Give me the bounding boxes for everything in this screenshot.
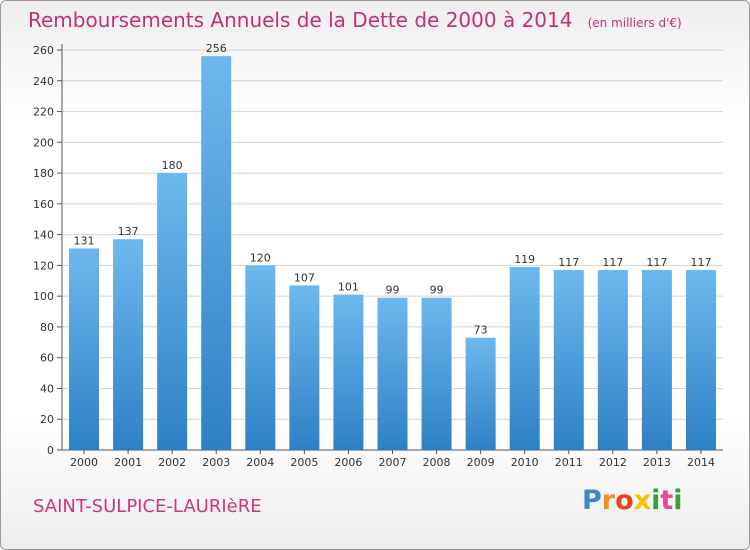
chart-title: Remboursements Annuels de la Dette de 20…	[28, 8, 573, 32]
bars	[69, 56, 716, 451]
bar	[245, 265, 276, 450]
data-label: 117	[646, 256, 667, 269]
y-tick-label: 160	[33, 198, 54, 211]
bar	[465, 337, 496, 450]
bar	[641, 270, 672, 450]
logo-letter: i	[673, 485, 683, 516]
y-tick-label: 100	[33, 290, 54, 303]
bar	[201, 56, 232, 451]
logo-letter: x	[633, 485, 652, 516]
data-label: 117	[558, 256, 579, 269]
y-tick-label: 260	[33, 44, 54, 57]
logo-letter: P	[582, 485, 602, 516]
chart-subtitle: (en milliers d'€)	[587, 16, 682, 30]
title-row: Remboursements Annuels de la Dette de 20…	[28, 8, 682, 32]
y-tick-label: 120	[33, 259, 54, 272]
logo-letter: t	[660, 485, 674, 516]
x-tick-label: 2005	[290, 456, 318, 469]
y-tick-label: 60	[40, 352, 54, 365]
x-tick-label: 2010	[511, 456, 539, 469]
logo-letter: i	[651, 485, 661, 516]
y-tick-label: 0	[47, 444, 54, 457]
x-tick-label: 2014	[687, 456, 715, 469]
bar	[685, 270, 716, 450]
x-tick-label: 2003	[202, 456, 230, 469]
data-label: 119	[514, 253, 535, 266]
data-label: 131	[74, 234, 95, 247]
y-tick-label: 40	[40, 382, 54, 395]
y-tick-label: 80	[40, 321, 54, 334]
x-tick-label: 2006	[334, 456, 362, 469]
data-label: 99	[386, 284, 400, 297]
bar	[509, 266, 540, 450]
y-tick-label: 180	[33, 167, 54, 180]
bar	[553, 270, 584, 450]
y-tick-label: 20	[40, 413, 54, 426]
data-label: 101	[338, 281, 359, 294]
bar	[333, 294, 364, 450]
labels: 0 20 40 60 80 100 120 140 160 180 200 220 240 260 131 2…	[33, 42, 715, 469]
data-label: 99	[430, 284, 444, 297]
data-label: 120	[250, 251, 271, 264]
bar	[113, 239, 144, 450]
x-tick-label: 2009	[467, 456, 495, 469]
data-label: 180	[162, 159, 183, 172]
data-label: 117	[690, 256, 711, 269]
bar	[69, 248, 100, 450]
bar	[289, 285, 320, 450]
x-tick-label: 2007	[379, 456, 407, 469]
data-label: 256	[206, 42, 227, 55]
commune-name: SAINT-SULPICE-LAURIèRE	[33, 496, 262, 517]
y-tick-label: 140	[33, 229, 54, 242]
x-tick-label: 2008	[423, 456, 451, 469]
y-tick-label: 200	[33, 136, 54, 149]
data-label: 117	[602, 256, 623, 269]
x-tick-label: 2004	[246, 456, 274, 469]
bar	[421, 297, 452, 450]
x-tick-label: 2013	[643, 456, 671, 469]
bar	[157, 173, 188, 451]
bar	[377, 297, 408, 450]
x-tick-label: 2001	[114, 456, 142, 469]
bar	[597, 270, 628, 450]
proxiti-logo: Proxiti	[582, 485, 683, 516]
x-tick-label: 2000	[70, 456, 98, 469]
x-tick-label: 2011	[555, 456, 583, 469]
logo-letter: o	[615, 485, 634, 516]
x-tick-label: 2012	[599, 456, 627, 469]
data-label: 73	[474, 324, 488, 337]
y-tick-label: 240	[33, 75, 54, 88]
data-label: 137	[118, 225, 139, 238]
logo-letter: r	[601, 485, 616, 516]
data-label: 107	[294, 271, 315, 284]
y-tick-label: 220	[33, 106, 54, 119]
x-tick-label: 2002	[158, 456, 186, 469]
